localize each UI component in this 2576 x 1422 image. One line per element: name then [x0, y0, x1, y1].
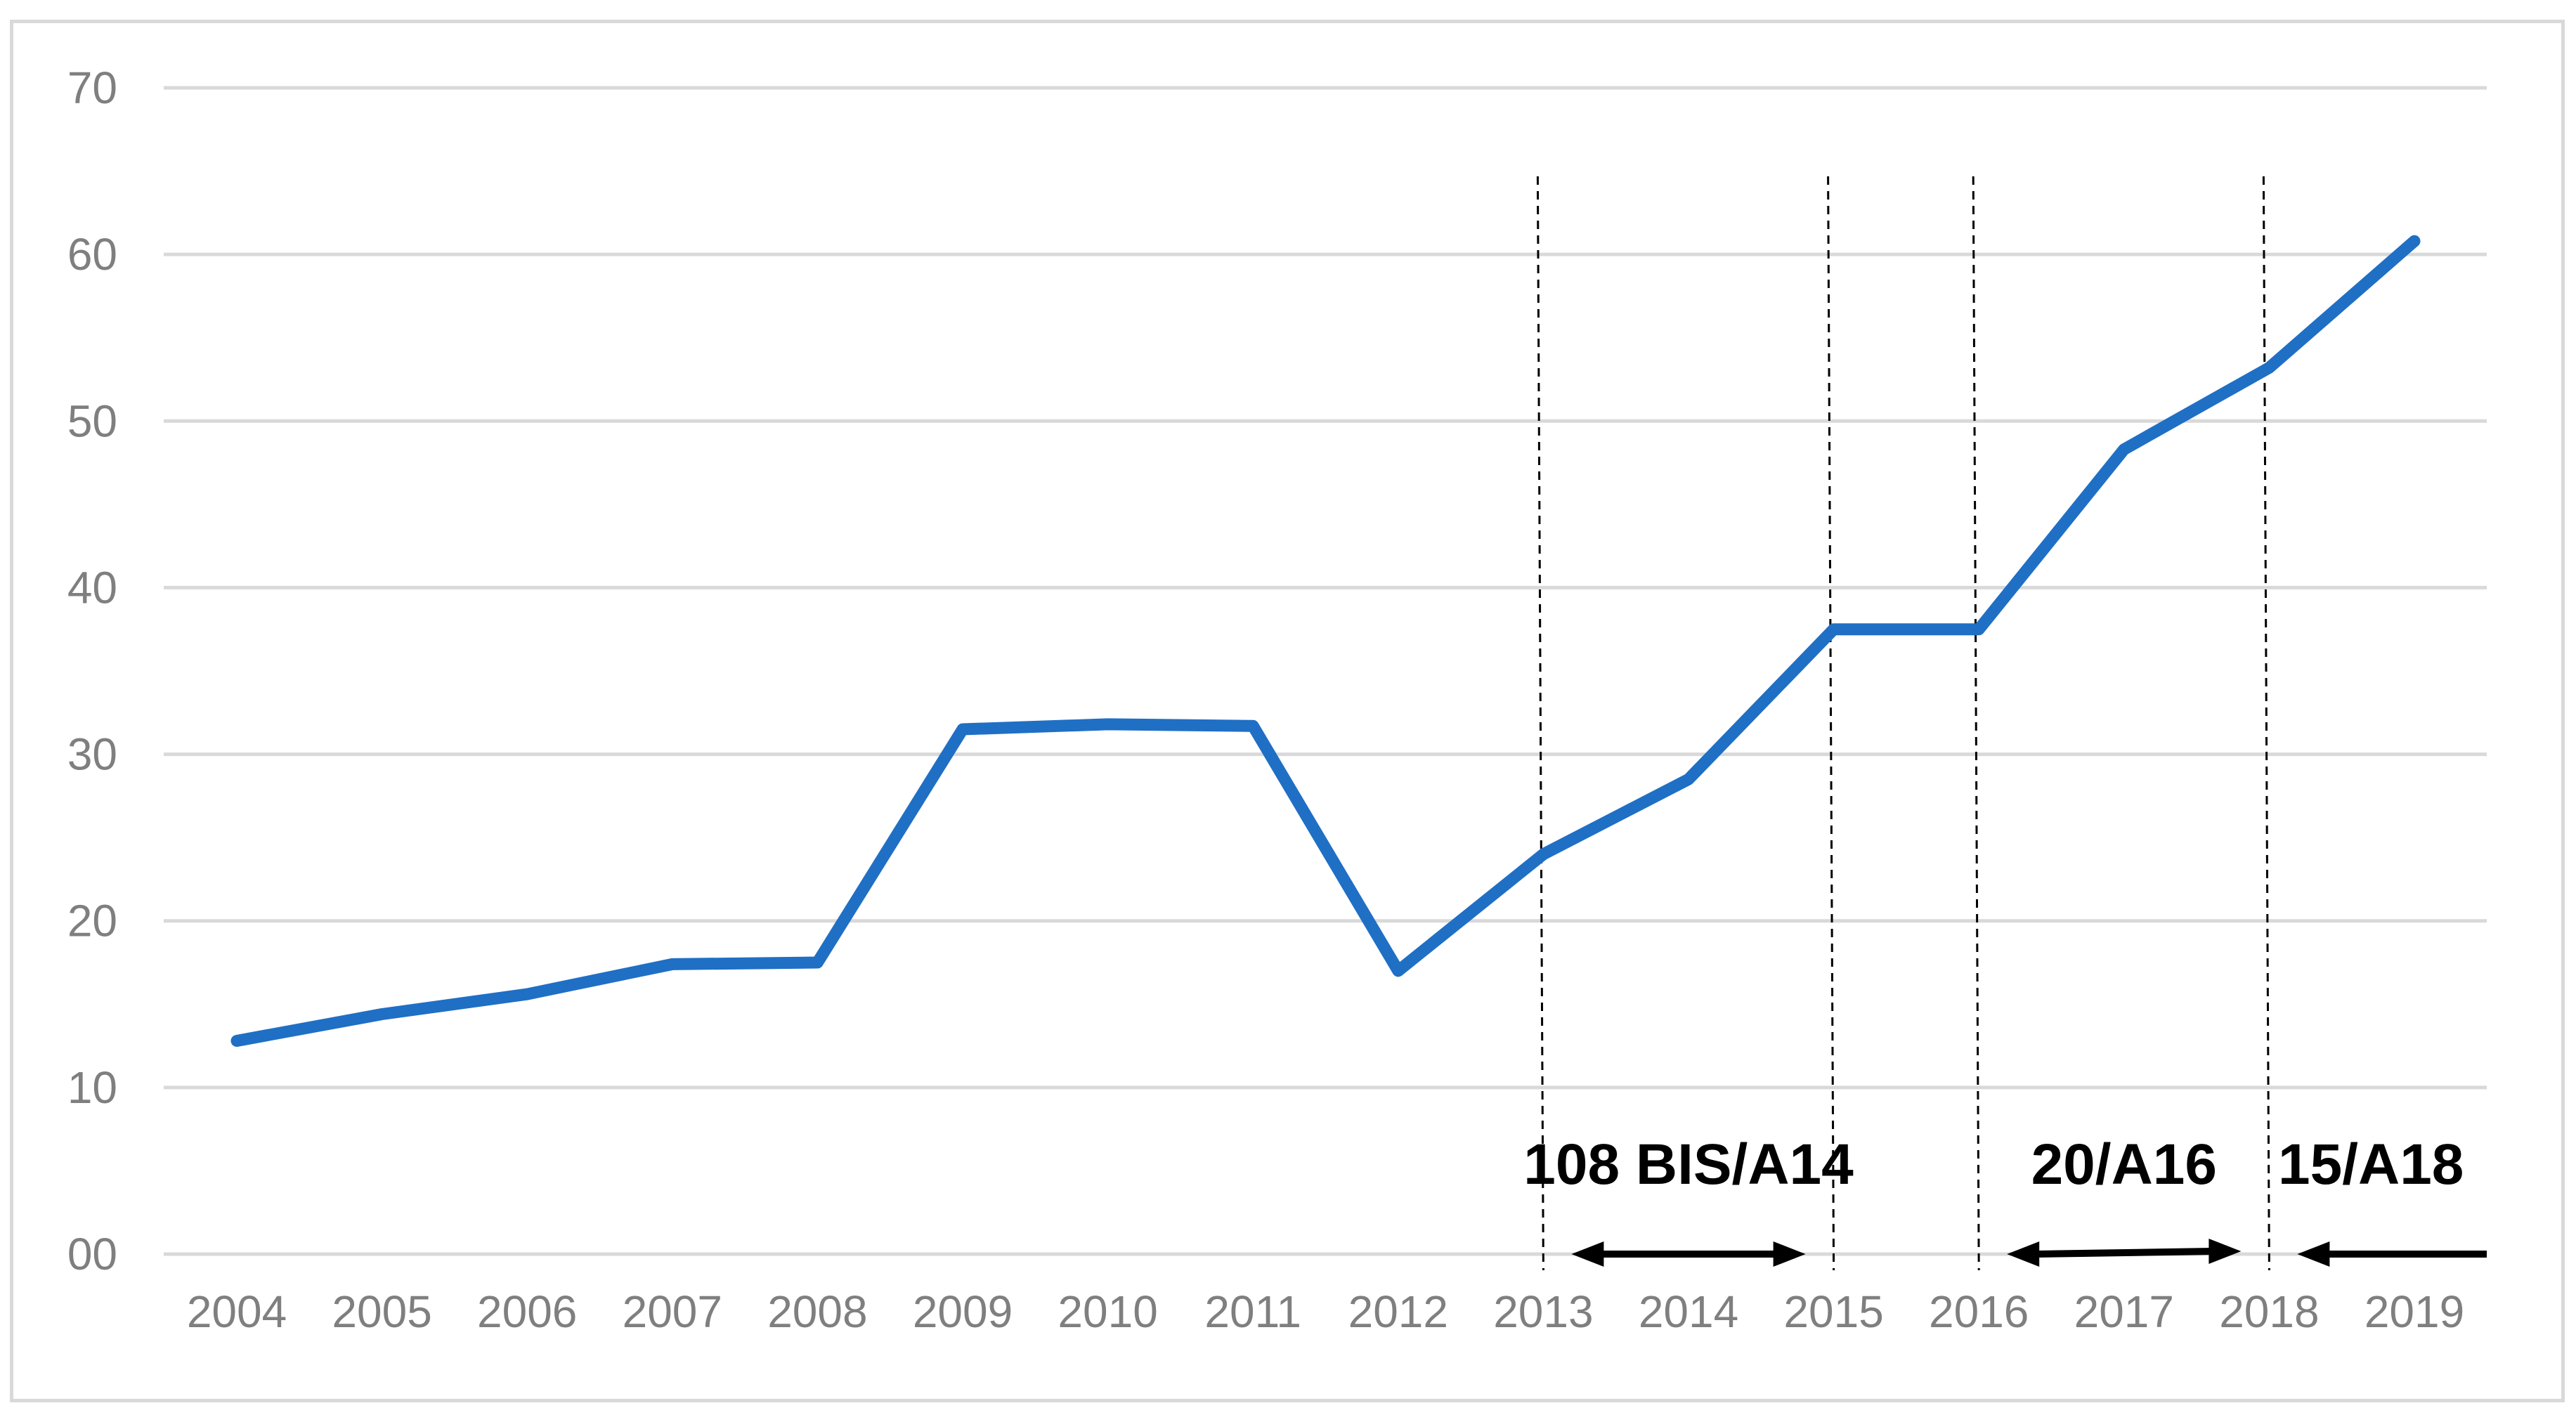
y-tick-label: 10 — [67, 1062, 117, 1113]
data-point-2007 — [668, 960, 677, 969]
y-tick-label: 30 — [67, 729, 117, 780]
x-tick-label: 2016 — [1929, 1286, 2029, 1337]
x-tick-label: 2014 — [1639, 1286, 1738, 1337]
x-tick-label: 2017 — [2074, 1286, 2174, 1337]
x-tick-label: 2018 — [2219, 1286, 2319, 1337]
x-tick-label: 2005 — [332, 1286, 431, 1337]
annotation-arrow-head-right — [1773, 1241, 1806, 1267]
data-point-2005 — [377, 1010, 386, 1019]
y-tick-label: 00 — [67, 1229, 117, 1279]
x-tick-label: 2011 — [1204, 1286, 1301, 1337]
data-point-2006 — [523, 990, 532, 999]
vertical-marker-2013 — [1536, 176, 1544, 1271]
y-tick-label: 20 — [67, 896, 117, 946]
annotation-label: 15/A18 — [2278, 1133, 2464, 1196]
data-point-2008 — [813, 958, 822, 967]
annotation-arrow-head-right — [2209, 1239, 2242, 1264]
data-point-2004 — [233, 1036, 241, 1045]
data-point-2009 — [958, 725, 967, 733]
x-tick-label: 2019 — [2364, 1286, 2464, 1337]
annotations: 108 BIS/A14 20/A16 15/A18 — [1523, 1133, 2487, 1267]
x-tick-label: 2004 — [187, 1286, 287, 1337]
data-point-2019 — [2410, 237, 2419, 246]
data-point-2015 — [1829, 625, 1838, 634]
x-tick-label: 2008 — [767, 1286, 867, 1337]
y-tick-label: 50 — [67, 396, 117, 446]
y-tick-label: 40 — [67, 562, 117, 613]
x-tick-label: 2015 — [1783, 1286, 1883, 1337]
data-point-2012 — [1393, 966, 1403, 975]
vertical-marker-2018 — [2262, 176, 2270, 1271]
x-tick-label: 2009 — [913, 1286, 1013, 1337]
x-tick-label: 2010 — [1058, 1286, 1157, 1337]
y-axis-tick-labels: 00 10 20 30 40 50 60 70 — [67, 63, 117, 1279]
y-tick-label: 60 — [67, 229, 117, 280]
x-axis-tick-labels: 2004 2005 2006 2007 2008 2009 2010 2011 2012 2013… — [187, 1286, 2464, 1337]
vertical-marker-2015 — [1827, 176, 1835, 1271]
data-point-2017 — [2119, 445, 2128, 454]
data-point-2010 — [1103, 719, 1112, 729]
data-point-2011 — [1249, 722, 1258, 731]
annotation-label: 108 BIS/A14 — [1523, 1133, 1854, 1196]
annotation-arrow-head-left — [2297, 1241, 2330, 1267]
series-line — [230, 235, 2421, 1047]
x-tick-label: 2006 — [477, 1286, 577, 1337]
data-point-2013 — [1539, 849, 1548, 859]
data-point-2018 — [2265, 363, 2274, 372]
data-point-2016 — [1975, 625, 1984, 634]
vertical-markers — [1536, 176, 2270, 1271]
annotation-arrow-head-left — [2007, 1241, 2040, 1267]
annotation-label: 20/A16 — [2031, 1133, 2217, 1196]
series — [230, 235, 2421, 1047]
annotation-arrow-shaft — [2036, 1248, 2212, 1258]
gridlines — [164, 86, 2487, 1256]
x-tick-label: 2007 — [623, 1286, 722, 1337]
y-tick-label: 70 — [67, 63, 117, 113]
data-point-2014 — [1684, 775, 1693, 784]
vertical-marker-2016 — [1972, 176, 1980, 1271]
annotation-arrow-head-left — [1571, 1241, 1604, 1267]
x-tick-label: 2013 — [1493, 1286, 1593, 1337]
x-tick-label: 2012 — [1348, 1286, 1448, 1337]
chart-frame: 00 10 20 30 40 50 60 70 2004 2005 2006 2007 2008 200… — [10, 20, 2565, 1402]
